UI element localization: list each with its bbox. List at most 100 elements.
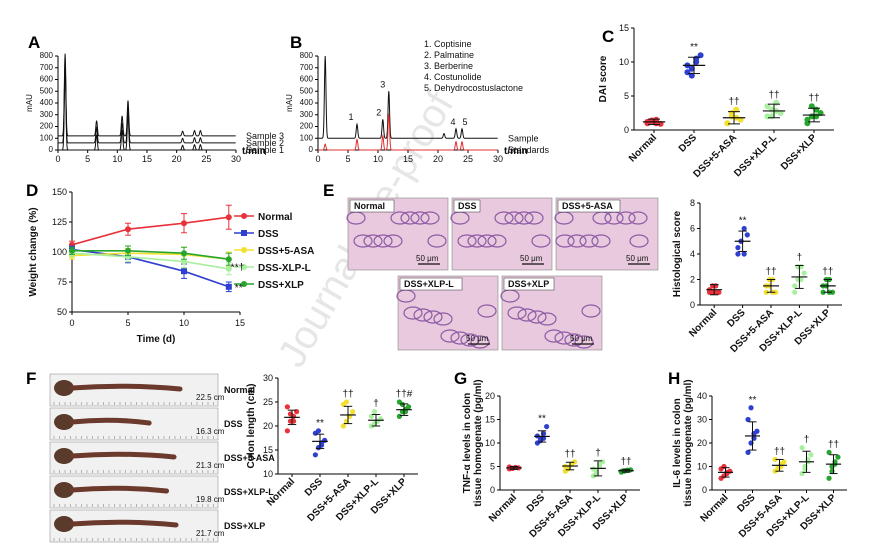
data-point [763,289,769,295]
cecum [54,482,74,498]
legend-entry: 5. Dehydrocostuslactone [424,83,523,93]
x-tick-label: DSS+XLP [779,132,819,172]
data-point [181,258,187,265]
legend-marker [241,281,247,287]
tissue-crypt [629,234,649,248]
significance-mark: ** [235,283,243,294]
significance-mark: † [804,435,810,446]
legend-marker [241,247,247,253]
chart-c-dai-score: 0 5 10 15 DAI score Normal DSS ** DSS+5-ASA †† DSS… [598,23,834,180]
tissue-crypt [373,234,393,248]
data-point [312,452,318,458]
data-point [792,289,798,295]
tissue-crypt [410,211,430,225]
y-tick-label: 0 [490,485,495,495]
tissue-crypt [460,333,480,347]
data-point [406,404,412,410]
data-point [284,404,290,410]
x-tick-label: 10 [179,318,189,328]
y-tick-label: 200 [300,122,314,131]
colon-photo [49,407,219,441]
y-tick-label: 400 [40,98,54,107]
tissue-crypt [487,234,507,248]
x-tick-label: 5 [345,154,350,164]
tissue-crypt [507,306,527,320]
series-line [71,248,230,288]
significance-mark: ** [739,216,747,227]
panel-letter-c: C [602,27,614,46]
y-tick-label: 800 [40,51,54,60]
x-tick-label: 30 [493,154,503,164]
x-tick-label: DSS+5-ASA [691,132,739,180]
y-tick-label: 300 [40,110,54,119]
scale-label: 50 μm [570,334,593,343]
tissue-crypt [574,335,594,349]
y-axis-label: DAI score [598,55,609,102]
data-point [808,103,815,110]
y-tick-label: 800 [300,51,314,60]
tile-label: Normal [354,201,385,211]
y-tick-label: 0 [702,485,707,495]
y-tick-label: 700 [40,63,54,72]
significance-mark: †† [828,439,839,450]
y-axis-label: Weight change (%) [28,207,39,296]
tissue-crypt [427,234,447,248]
y-tick-label: 10 [485,438,495,448]
tissue-crypt [628,211,648,225]
y-tick-label: 0 [624,125,629,135]
y-tick-label: 5 [490,462,495,472]
panel-letter-d: D [26,181,38,200]
x-tick-label: 25 [201,154,211,164]
colon-group-label: Normal [224,385,255,395]
panel-letter-a: A [28,33,40,52]
data-point [799,470,805,477]
tissue-crypt [353,234,373,248]
legend-entry: 2. Palmatine [424,50,474,60]
colon-group-label: DSS+XLP-L [224,487,274,497]
tile-label-box [349,199,395,213]
x-tick-label: 0 [315,154,320,164]
y-axis-label: mAU [25,94,34,112]
y-tick-label: 15 [263,445,273,455]
y-tick-label: 8 [690,198,695,208]
tissue-crypt [554,331,574,345]
significance-mark: † [797,252,803,263]
tissue-crypt [494,211,514,225]
data-point [69,247,75,254]
tile-label-box [557,199,621,213]
y-axis-label: Colon length (cm) [246,384,257,469]
tissue-crypt [477,304,497,318]
tissue-crypt [413,308,433,322]
y-tick-label: 0 [309,145,314,154]
tissue-crypt [363,234,383,248]
x-tick-label: DSS [725,307,748,330]
x-tick-label: DSS [303,476,326,499]
data-point [181,250,187,257]
tissue-crypt [579,234,599,248]
series-line [72,250,229,260]
data-point [804,120,811,127]
tile-label-box [453,199,481,213]
x-axis-label: t/min [504,146,528,157]
data-point [835,454,841,460]
series-line [71,216,229,246]
y-tick-label: 100 [52,247,67,257]
series-line-sample-3 [58,53,236,137]
tissue-crypt [383,234,403,248]
data-point [733,106,740,113]
peak-label: 5 [462,117,467,127]
tissue-crypt [527,310,547,324]
scale-label: 50 μm [466,334,489,343]
x-axis-label: Time (d) [137,334,176,345]
y-tick-label: 20 [697,438,707,448]
legend-label: DSS+5-ASA [258,246,314,257]
x-tick-label: 15 [403,154,413,164]
y-tick-label: 10 [619,57,629,67]
x-tick-label: 25 [463,154,473,164]
significance-mark: † [373,399,379,410]
tissue-crypt [531,234,551,248]
tissue-crypt [616,211,636,225]
tissue-crypt [544,329,564,343]
series-label: Sample 3 [246,131,284,141]
tissue-crypt [564,333,584,347]
